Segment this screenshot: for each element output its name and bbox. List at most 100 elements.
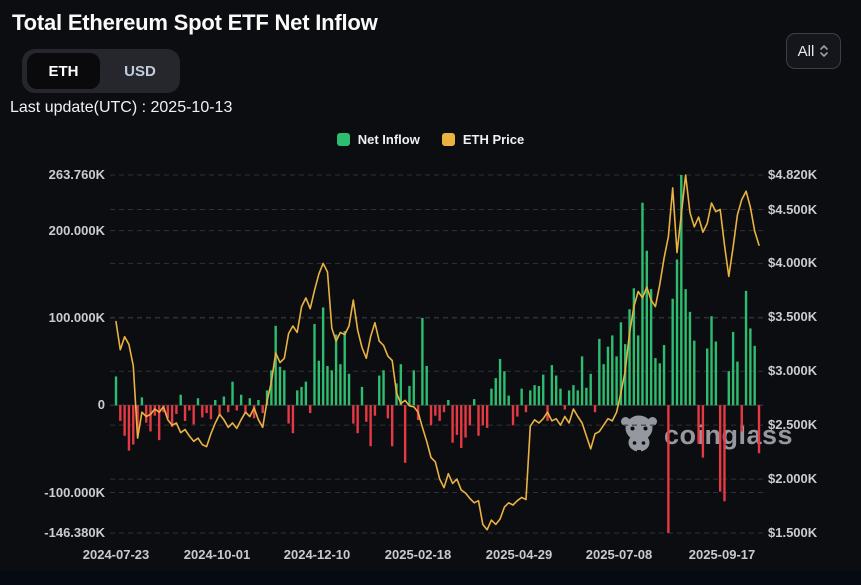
net-inflow-bar bbox=[460, 405, 463, 448]
net-inflow-bar bbox=[239, 394, 243, 406]
net-inflow-bar bbox=[727, 371, 730, 406]
net-inflow-bar bbox=[464, 405, 467, 438]
net-inflow-bar bbox=[481, 405, 485, 426]
legend-item-eth-price[interactable]: ETH Price bbox=[441, 132, 525, 147]
net-inflow-bar bbox=[196, 398, 200, 406]
net-inflow-bar bbox=[218, 405, 221, 416]
net-inflow-bar bbox=[334, 334, 338, 406]
net-inflow-bar bbox=[287, 405, 290, 424]
x-axis-tick: 2025-02-18 bbox=[384, 547, 452, 562]
net-inflow-bar bbox=[602, 364, 605, 406]
last-update-label: Last update(UTC) : 2025-10-13 bbox=[10, 99, 233, 116]
net-inflow-bar bbox=[140, 397, 144, 406]
net-inflow-bar bbox=[321, 307, 325, 406]
net-inflow-bar bbox=[296, 390, 299, 406]
net-inflow-bar bbox=[326, 365, 329, 406]
net-inflow-bar bbox=[429, 405, 433, 426]
net-inflow-bar bbox=[731, 331, 735, 406]
net-inflow-bar bbox=[352, 405, 355, 424]
net-inflow-bar bbox=[313, 324, 316, 406]
range-select[interactable]: All bbox=[786, 33, 841, 69]
net-inflow-bar bbox=[468, 405, 472, 426]
net-inflow-bar bbox=[308, 405, 312, 414]
net-inflow-bar bbox=[278, 366, 282, 406]
net-inflow-bar bbox=[662, 345, 666, 406]
net-inflow-bar bbox=[572, 385, 575, 406]
net-inflow-bar bbox=[736, 361, 739, 406]
net-inflow-bar bbox=[136, 405, 139, 430]
net-inflow-bar bbox=[680, 175, 683, 406]
net-inflow-bar bbox=[119, 405, 122, 421]
coinglass-watermark-text: coinglass bbox=[664, 420, 794, 450]
net-inflow-bar bbox=[498, 358, 502, 406]
net-inflow-bar bbox=[628, 309, 631, 406]
updown-chevron-icon bbox=[819, 43, 829, 59]
net-inflow-bar bbox=[425, 365, 428, 406]
net-inflow-bar bbox=[619, 322, 623, 406]
net-inflow-bar bbox=[114, 376, 118, 406]
net-inflow-bar bbox=[369, 405, 372, 447]
net-inflow-bar bbox=[740, 405, 743, 432]
coinglass-watermark: coinglass bbox=[620, 412, 793, 459]
net-inflow-bar bbox=[537, 386, 541, 406]
left-axis-tick: -146.380K bbox=[44, 525, 105, 540]
net-inflow-bar bbox=[231, 381, 234, 406]
net-inflow-bar bbox=[455, 405, 459, 435]
net-inflow-bar bbox=[261, 405, 264, 414]
range-select-value: All bbox=[797, 42, 815, 60]
net-inflow-bar bbox=[438, 405, 441, 421]
net-inflow-bar bbox=[343, 331, 346, 406]
net-inflow-bar bbox=[550, 365, 554, 406]
net-inflow-bar bbox=[123, 405, 126, 436]
toggle-option-eth[interactable]: ETH bbox=[27, 53, 100, 89]
net-inflow-bar bbox=[188, 405, 191, 411]
net-inflow-bar bbox=[485, 405, 489, 428]
net-inflow-bar bbox=[636, 335, 640, 406]
right-axis-tick: $4.500K bbox=[768, 202, 818, 217]
net-inflow-bar bbox=[442, 405, 446, 413]
toggle-option-usd[interactable]: USD bbox=[124, 62, 156, 80]
net-inflow-bar bbox=[270, 370, 273, 406]
legend-label: ETH Price bbox=[462, 132, 525, 147]
left-axis-tick: -100.000K bbox=[44, 485, 105, 500]
net-inflow-bar bbox=[524, 405, 528, 413]
net-inflow-bar bbox=[693, 340, 696, 406]
net-inflow-bar bbox=[412, 370, 415, 406]
bottom-strip bbox=[0, 571, 861, 585]
net-inflow-bar bbox=[559, 388, 562, 406]
net-inflow-bar bbox=[744, 290, 748, 406]
net-inflow-bar bbox=[157, 405, 161, 441]
legend-item-net-inflow[interactable]: Net Inflow bbox=[336, 132, 420, 147]
net-inflow-bar bbox=[214, 399, 217, 406]
net-inflow-bar bbox=[589, 373, 592, 406]
net-inflow-bar bbox=[373, 405, 377, 416]
net-inflow-bar bbox=[378, 375, 381, 406]
right-axis-tick: $3.500K bbox=[768, 309, 818, 324]
net-inflow-bar bbox=[283, 370, 286, 406]
net-inflow-bar bbox=[447, 399, 450, 406]
net-inflow-bar bbox=[166, 405, 169, 419]
net-inflow-bar bbox=[753, 345, 756, 406]
page-title: Total Ethereum Spot ETF Net Inflow bbox=[12, 10, 378, 35]
x-axis-tick: 2024-07-23 bbox=[82, 547, 150, 562]
net-inflow-bar bbox=[576, 390, 579, 406]
left-axis-tick: 200.000K bbox=[48, 223, 105, 238]
net-inflow-bar bbox=[390, 405, 394, 447]
net-inflow-bar bbox=[649, 289, 653, 406]
net-inflow-bar bbox=[697, 405, 700, 444]
right-axis-tick: $4.000K bbox=[768, 255, 818, 270]
net-inflow-bar bbox=[598, 338, 601, 406]
net-inflow-bar bbox=[723, 405, 726, 502]
net-inflow-bar bbox=[749, 328, 752, 406]
net-inflow-bar bbox=[585, 387, 588, 406]
net-inflow-bar bbox=[386, 405, 390, 419]
net-inflow-bar bbox=[654, 358, 657, 406]
etf-netinflow-chart[interactable] bbox=[110, 168, 763, 545]
x-axis-tick: 2024-10-01 bbox=[183, 547, 251, 562]
chart-legend: Net Inflow ETH Price bbox=[0, 132, 861, 147]
net-inflow-bar bbox=[684, 289, 687, 406]
net-inflow-bar bbox=[757, 405, 761, 454]
right-axis-tick: $3.000K bbox=[768, 363, 818, 378]
net-inflow-bar bbox=[611, 335, 614, 406]
